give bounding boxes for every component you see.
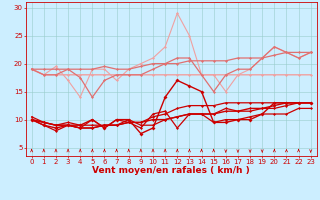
X-axis label: Vent moyen/en rafales ( km/h ): Vent moyen/en rafales ( km/h ) — [92, 166, 250, 175]
